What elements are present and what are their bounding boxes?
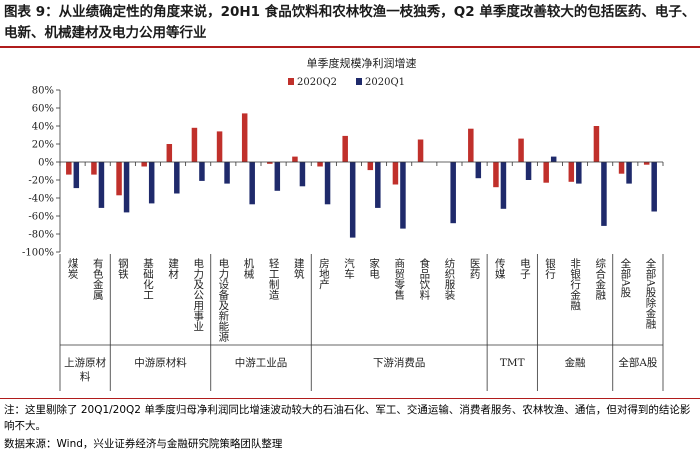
group-label-3: 下游消费品: [373, 356, 426, 369]
group-label-5: 金融: [565, 356, 586, 369]
category-label-11: 汽车: [343, 257, 355, 280]
group-label-0: 上游原材料: [64, 356, 106, 383]
y-tick-label: 60%: [32, 104, 54, 115]
category-label-15: 纺织服装: [443, 257, 455, 301]
bar-2020Q2-3: [141, 162, 147, 167]
figure-title: 图表 9：从业绩确定性的角度来说，20H1 食品饮料和农林牧渔一枝独秀，Q2 单…: [4, 4, 696, 41]
data-source: 数据来源：Wind，兴业证券经济与金融研究院策略团队整理: [4, 438, 283, 450]
category-label-13: 商贸零售: [393, 257, 405, 301]
category-label-20: 非银行金融: [569, 258, 581, 311]
category-label-0: 煤炭: [67, 257, 79, 280]
bar-2020Q1-2: [123, 162, 130, 213]
bar-2020Q1-11: [349, 162, 356, 238]
bar-2020Q2-9: [292, 156, 298, 162]
category-label-6: 电力设备及新能源: [217, 257, 229, 343]
chart-title: 单季度规模净利润增速: [307, 56, 417, 70]
bar-2020Q1-17: [500, 162, 507, 209]
category-label-7: 机械: [242, 257, 254, 280]
bar-2020Q2-20: [568, 162, 575, 182]
bar-2020Q2-12: [367, 162, 374, 171]
bar-2020Q1-3: [148, 162, 155, 204]
category-label-8: 轻工制造: [268, 257, 280, 300]
bar-2020Q2-18: [518, 138, 524, 162]
bar-2020Q1-13: [400, 162, 406, 229]
bar-2020Q2-21: [593, 126, 600, 162]
bar-2020Q1-9: [299, 162, 306, 187]
category-label-10: 房地产: [318, 257, 330, 290]
legend-label-2020Q1: 2020Q1: [365, 77, 405, 88]
y-tick-label: 40%: [32, 122, 54, 133]
category-label-16: 医药: [469, 258, 481, 280]
legend-swatch-2020Q1: [356, 78, 362, 85]
bar-2020Q1-5: [199, 162, 205, 181]
category-label-4: 建材: [167, 257, 179, 279]
y-tick-label: -20%: [28, 176, 54, 187]
category-label-18: 电子: [519, 257, 531, 279]
legend-label-2020Q2: 2020Q2: [297, 77, 337, 88]
group-label-6: 全部A股: [618, 356, 658, 369]
y-tick-label: -40%: [28, 194, 54, 205]
category-label-9: 建筑: [293, 257, 305, 279]
bar-2020Q1-1: [98, 162, 105, 208]
y-tick-label: 0%: [38, 158, 54, 169]
category-label-23: 全部A股除金融: [644, 257, 656, 329]
bar-2020Q2-11: [342, 135, 348, 162]
category-label-17: 传媒: [494, 258, 506, 280]
top-rule: [0, 46, 700, 48]
bar-2020Q1-21: [601, 162, 607, 226]
category-label-12: 家电: [368, 257, 380, 279]
category-label-2: 钢铁: [117, 257, 129, 280]
bar-2020Q1-10: [324, 162, 331, 205]
bar-2020Q1-15: [450, 162, 456, 224]
bar-2020Q2-16: [468, 128, 474, 162]
bar-2020Q1-6: [224, 162, 230, 184]
bar-2020Q2-17: [493, 162, 499, 188]
bar-2020Q2-2: [116, 162, 122, 196]
bar-2020Q1-0: [73, 162, 80, 189]
bar-2020Q2-7: [241, 113, 248, 162]
bar-2020Q2-23: [643, 162, 650, 165]
bar-2020Q1-18: [525, 162, 532, 180]
bar-2020Q1-20: [576, 162, 582, 184]
bar-2020Q2-19: [543, 162, 549, 183]
bar-2020Q1-23: [651, 162, 657, 212]
y-tick-label: -100%: [22, 248, 54, 259]
bar-2020Q1-22: [626, 162, 632, 184]
category-label-14: 食品饮料: [418, 257, 430, 301]
bar-2020Q2-22: [618, 162, 625, 174]
y-tick-label: 80%: [32, 86, 54, 97]
group-label-4: TMT: [500, 357, 525, 369]
y-tick-label: -60%: [28, 212, 54, 223]
category-label-22: 全部A股: [619, 257, 631, 298]
category-label-1: 有色金属: [92, 257, 104, 301]
bar-2020Q2-6: [216, 131, 223, 162]
category-label-3: 基础化工: [142, 257, 154, 300]
group-label-1: 中游原材料: [134, 356, 187, 369]
legend-swatch-2020Q2: [288, 78, 294, 85]
bar-2020Q1-16: [475, 162, 482, 179]
bar-2020Q2-14: [417, 139, 424, 162]
category-label-19: 银行: [544, 257, 556, 280]
bar-2020Q2-1: [91, 162, 97, 175]
bar-2020Q1-7: [249, 162, 255, 205]
chart: 单季度规模净利润增速 2020Q2 2020Q1 80% 60% 40% 20% 0% -20%…: [22, 56, 664, 391]
bar-2020Q1-19: [550, 156, 557, 162]
bar-2020Q1-12: [375, 162, 381, 208]
group-label-2: 中游工业品: [235, 356, 288, 369]
y-tick-label: 20%: [32, 140, 54, 151]
bar-2020Q1-4: [174, 162, 180, 194]
bar-2020Q2-0: [66, 162, 72, 175]
category-label-5: 电力及公用事业: [192, 257, 204, 331]
bar-2020Q1-8: [274, 162, 281, 191]
category-label-21: 综合金融: [594, 257, 606, 301]
bar-2020Q2-13: [392, 162, 399, 185]
bar-2020Q2-10: [317, 162, 323, 167]
bottom-rule: [0, 398, 700, 399]
bar-2020Q2-5: [191, 127, 198, 162]
bar-2020Q2-4: [166, 144, 173, 162]
figure-note: 注：这里剔除了 20Q1/20Q2 单季度归母净利润同比增速波动较大的石油石化、…: [4, 404, 691, 432]
y-tick-label: -80%: [28, 230, 54, 241]
bar-2020Q2-8: [267, 162, 273, 164]
